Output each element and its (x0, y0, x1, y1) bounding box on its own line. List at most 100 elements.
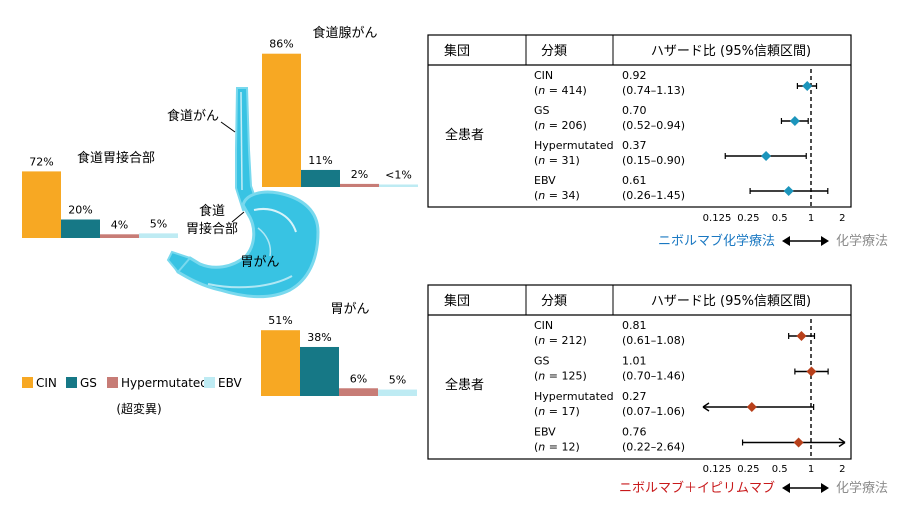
bar-eac-gs (301, 169, 340, 187)
subtype-legend: CIN GS Hypermutated EBV (22, 376, 242, 390)
bar-label-gej-ebv: 5% (150, 217, 167, 230)
forest-row-n: (n = 12) (534, 441, 580, 454)
bar-eac-cin (262, 53, 301, 188)
eac-title: 食道腺がん (312, 25, 377, 41)
forest-estimate-marker (746, 402, 757, 412)
forest-row-ci: (0.74–1.13) (622, 84, 685, 97)
forest-plot-nivolumab-ipilimumab: 集団 分類 ハザード比 (95%信頼区間) 全患者 CIN (n = 212) 0.81 (0… (427, 284, 888, 496)
esophagus-organ-label: 食道がん (167, 108, 219, 124)
forest-tick-label: 0.25 (737, 464, 759, 475)
bar-label-gastric-cin: 51% (268, 314, 292, 327)
favors-left-label: ニボルマブ＋イピリムマブ (619, 480, 775, 496)
forest-row-n: (n = 31) (534, 154, 580, 167)
forest-row-class: GS (534, 355, 550, 368)
forest-row-hr: 1.01 (622, 355, 647, 368)
gej-pointer (231, 211, 245, 223)
gej-organ-label-line1: 食道 (199, 203, 225, 219)
forest-header-0: 集団 (444, 293, 470, 309)
bar-label-eac-gs: 11% (308, 154, 332, 167)
forest-row-class: CIN (534, 319, 553, 332)
forest-row-class: GS (534, 104, 550, 117)
forest-row-class: EBV (534, 426, 556, 439)
gastric-title: 胃がん (330, 302, 369, 317)
forest-header-2: ハザード比 (95%信頼区間) (651, 294, 811, 309)
forest-tick-label: 1 (808, 464, 814, 475)
forest-row-n: (n = 125) (534, 370, 587, 383)
forest-plot-nivolumab-chemo: 集団 分類 ハザード比 (95%信頼区間) 全患者 CIN (n = 414) 0.92 (0… (427, 34, 888, 249)
forest-row-n: (n = 206) (534, 119, 587, 132)
forest-row-ci: (0.52–0.94) (622, 119, 685, 132)
forest-tick-label: 2 (839, 464, 845, 475)
esophagus-shape (235, 87, 260, 212)
bar-label-gastric-hypermutated: 6% (350, 372, 367, 385)
forest-tick-label: 0.5 (772, 213, 788, 224)
forest-header-0: 集団 (444, 43, 470, 59)
forest-population: 全患者 (445, 377, 484, 393)
favors-left-label: ニボルマブ化学療法 (658, 233, 775, 249)
favors-right-label: 化学療法 (836, 233, 888, 249)
forest-ci-arrow-left (702, 402, 710, 412)
bar-label-gastric-gs: 38% (307, 331, 331, 344)
bar-gastric-cin (261, 330, 300, 396)
esophagus-pointer (220, 121, 236, 133)
forest-row-class: CIN (534, 69, 553, 82)
forest-row-hr: 0.27 (622, 390, 647, 403)
bar-gej-cin (22, 171, 61, 238)
forest-tick-label: 0.125 (703, 464, 732, 475)
forest-tick-label: 0.5 (772, 464, 788, 475)
forest-estimate-marker (783, 186, 794, 196)
forest-estimate-marker (806, 366, 817, 377)
forest-row-hr: 0.70 (622, 104, 647, 117)
forest-estimate-marker (761, 151, 772, 161)
legend-label-gs: GS (80, 376, 97, 390)
bar-chart-gej: 72% 20% 4% 5% (22, 155, 178, 238)
forest-tick-label: 2 (839, 213, 845, 224)
forest-tick-label: 0.125 (703, 213, 732, 224)
forest-tick-label: 1 (808, 213, 814, 224)
forest-row-class: EBV (534, 174, 556, 187)
legend-swatch-gs (66, 377, 77, 388)
legend-note: (超変異) (116, 401, 161, 416)
forest-row-ci: (0.70–1.46) (622, 370, 685, 383)
bar-label-eac-hypermutated: 2% (351, 168, 368, 181)
forest-row-n: (n = 17) (534, 405, 580, 418)
forest-estimate-marker (793, 437, 804, 448)
forest-row-n: (n = 34) (534, 189, 580, 202)
legend-swatch-cin (22, 377, 33, 388)
bar-eac-ebv (379, 184, 418, 187)
bar-gej-hypermutated (100, 234, 139, 238)
legend-label-ebv: EBV (218, 376, 242, 390)
bar-chart-gastric: 51% 38% 6% 5% (261, 314, 417, 396)
bar-gastric-ebv (378, 389, 417, 396)
bar-chart-eac: 86% 11% 2% <1% (262, 38, 418, 188)
forest-population: 全患者 (445, 127, 484, 143)
bar-gastric-hypermutated (339, 388, 378, 396)
forest-estimate-marker (796, 331, 807, 341)
favors-right-label: 化学療法 (836, 480, 888, 496)
forest-header-2: ハザード比 (95%信頼区間) (651, 44, 811, 59)
forest-row-class: Hypermutated (534, 390, 614, 403)
forest-table-frame (427, 34, 852, 208)
bar-label-gej-cin: 72% (29, 155, 53, 168)
bar-label-gej-gs: 20% (68, 204, 92, 217)
forest-table-frame (427, 284, 852, 460)
bar-label-gej-hypermutated: 4% (111, 218, 128, 231)
stomach-shape (169, 190, 320, 299)
bar-label-eac-ebv: <1% (385, 169, 412, 182)
forest-row-n: (n = 212) (534, 334, 587, 347)
forest-ci-arrow-right (838, 437, 846, 448)
forest-header-1: 分類 (541, 44, 567, 59)
bar-gastric-gs (300, 346, 339, 396)
forest-row-ci: (0.26–1.45) (622, 189, 685, 202)
forest-row-ci: (0.22–2.64) (622, 441, 685, 454)
forest-header-1: 分類 (541, 294, 567, 309)
bar-label-gastric-ebv: 5% (389, 374, 406, 387)
legend-swatch-hypermutated (107, 377, 118, 388)
stomach-organ-label: 胃がん (240, 255, 279, 270)
forest-row-hr: 0.81 (622, 319, 647, 332)
forest-row-hr: 0.76 (622, 426, 647, 439)
forest-row-hr: 0.37 (622, 139, 647, 152)
gej-title: 食道胃接合部 (77, 150, 155, 166)
